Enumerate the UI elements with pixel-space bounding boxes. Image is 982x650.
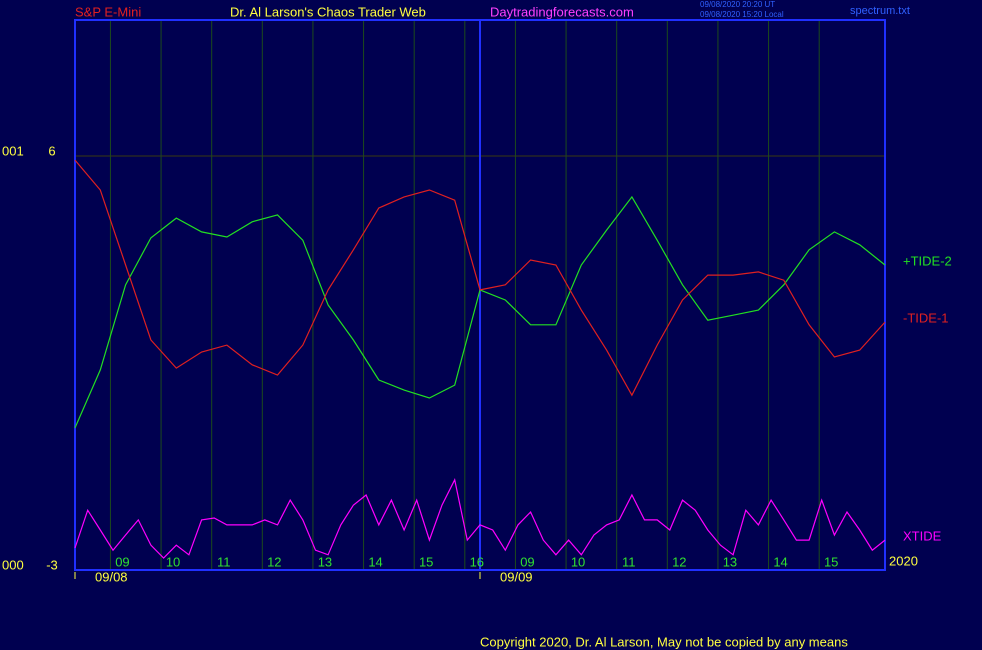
x-tick-label: 16 <box>470 554 484 569</box>
x-tick-label: 13 <box>318 554 332 569</box>
series-line <box>74 477 886 559</box>
date-label: 09/09 <box>500 569 533 584</box>
timestamp: 09/08/2020 20:20 UT <box>700 0 775 9</box>
series-line <box>74 159 886 397</box>
x-tick-label: 15 <box>419 554 433 569</box>
legend-label: -TIDE-1 <box>903 310 949 325</box>
x-tick-label: 14 <box>773 554 787 569</box>
plot-border <box>74 19 886 571</box>
x-tick-label: 10 <box>166 554 180 569</box>
y-tick-label: 6 <box>48 143 55 158</box>
x-tick-label: 10 <box>571 554 585 569</box>
timestamp: 09/08/2020 15:20 Local <box>700 10 784 19</box>
x-tick-label: 11 <box>217 554 231 569</box>
chart-title: Dr. Al Larson's Chaos Trader Web <box>230 4 426 19</box>
x-tick-label: 11 <box>622 554 636 569</box>
side-label: 000 <box>2 557 24 572</box>
x-tick-label: 12 <box>267 554 281 569</box>
instrument: S&P E-Mini <box>75 4 141 19</box>
y-tick-label: -3 <box>46 557 58 572</box>
x-tick-label: 12 <box>672 554 686 569</box>
year-label: 2020 <box>889 553 918 568</box>
legend-label: XTIDE <box>903 529 942 544</box>
date-label: 09/08 <box>95 569 128 584</box>
x-tick-label: 09 <box>115 554 129 569</box>
x-tick-label: 09 <box>520 554 534 569</box>
side-label: 001 <box>2 143 24 158</box>
legend-label: +TIDE-2 <box>903 253 952 268</box>
x-tick-label: 14 <box>368 554 382 569</box>
x-tick-label: 13 <box>723 554 737 569</box>
x-tick-label: 15 <box>824 554 838 569</box>
file-name: spectrum.txt <box>850 5 910 17</box>
website: Daytradingforecasts.com <box>490 4 634 19</box>
copyright: Copyright 2020, Dr. Al Larson, May not b… <box>480 634 848 649</box>
